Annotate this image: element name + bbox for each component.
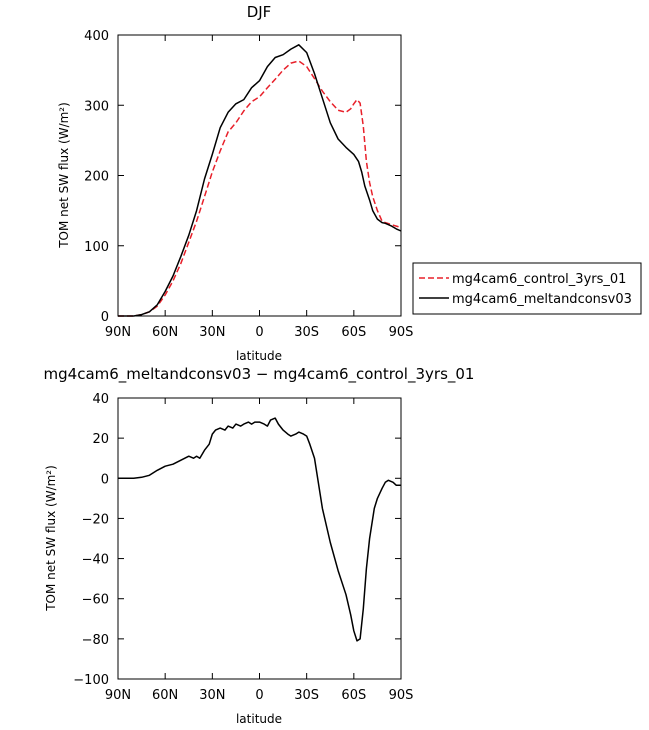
- x-tick-label: 0: [255, 325, 263, 340]
- y-tick-label: 300: [84, 99, 109, 114]
- x-tick-label: 90S: [389, 325, 414, 340]
- plot-frame: [117, 34, 402, 317]
- x-tick-label: 60N: [152, 325, 178, 340]
- legend: mg4cam6_control_3yrs_01 mg4cam6_meltandc…: [412, 262, 642, 315]
- x-axis-title: latitude: [236, 349, 282, 363]
- y-tick-label: 20: [92, 432, 109, 447]
- series-group: [118, 44, 402, 317]
- series-line-mg4cam6_control_3yrs_01: [118, 60, 402, 317]
- y-axis: 0 100 200 300 400: [84, 29, 401, 325]
- y-tick-label: −60: [82, 593, 109, 608]
- legend-box: [412, 262, 642, 315]
- top-panel: DJF 90N 60N 30N 0 30S 60S 90S 0 100 200 300 400 la…: [57, 3, 413, 363]
- y-axis-title: TOM net SW flux (W/m²): [44, 465, 58, 612]
- x-tick-label: 30N: [199, 688, 225, 703]
- y-tick-label: −40: [82, 553, 109, 568]
- x-tick-label: 90N: [105, 325, 131, 340]
- x-axis: 90N 60N 30N 0 30S 60S 90S: [105, 398, 414, 703]
- y-tick-label: −100: [73, 673, 109, 688]
- y-tick-label: 0: [101, 310, 109, 325]
- y-tick-label: 0: [101, 472, 109, 487]
- bottom-panel: mg4cam6_meltandconsv03 − mg4cam6_control…: [44, 365, 475, 726]
- x-tick-label: 60S: [341, 688, 366, 703]
- y-tick-label: −20: [82, 512, 109, 527]
- y-tick-label: 400: [84, 29, 109, 44]
- plot-frame: [117, 397, 402, 680]
- x-tick-label: 90N: [105, 688, 131, 703]
- legend-label-meltandconsv: mg4cam6_meltandconsv03: [452, 292, 632, 307]
- y-axis-title: TOM net SW flux (W/m²): [57, 102, 71, 249]
- x-tick-label: 90S: [389, 688, 414, 703]
- x-tick-label: 60N: [152, 688, 178, 703]
- y-axis: 40 20 0 −20 −40 −60 −80 −100: [73, 392, 401, 688]
- x-tick-label: 0: [255, 688, 263, 703]
- series-group: [118, 417, 401, 642]
- series-line-difference: [118, 417, 401, 642]
- x-tick-label: 60S: [341, 325, 366, 340]
- x-axis-title: latitude: [236, 712, 282, 726]
- x-tick-label: 30N: [199, 325, 225, 340]
- series-line-mg4cam6_meltandconsv03: [118, 44, 402, 317]
- x-tick-label: 30S: [294, 688, 319, 703]
- x-tick-label: 30S: [294, 325, 319, 340]
- legend-label-control: mg4cam6_control_3yrs_01: [452, 272, 626, 287]
- difference-chart-title: mg4cam6_meltandconsv03 − mg4cam6_control…: [44, 365, 475, 384]
- y-tick-label: −80: [82, 633, 109, 648]
- chart-title: DJF: [247, 3, 272, 21]
- y-tick-label: 40: [92, 392, 109, 407]
- y-tick-label: 100: [84, 240, 109, 255]
- x-axis: 90N 60N 30N 0 30S 60S 90S: [105, 35, 414, 340]
- y-tick-label: 200: [84, 170, 109, 185]
